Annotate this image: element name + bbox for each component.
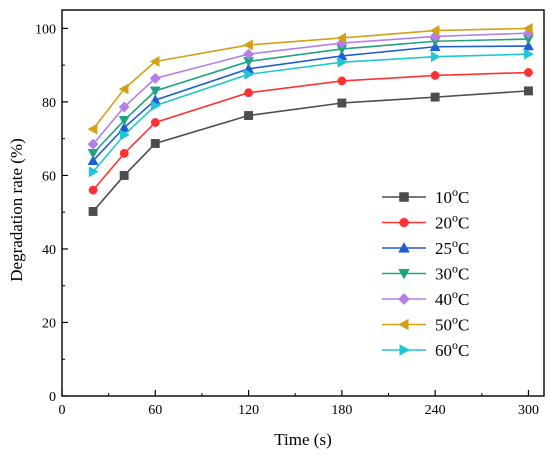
data-point bbox=[430, 70, 440, 80]
y-tick-label: 80 bbox=[42, 96, 56, 111]
data-point bbox=[118, 83, 129, 95]
legend-item: 20oC bbox=[382, 211, 469, 233]
axis-ticks: 0 60 120 180 240 300 0 20 40 60 80 100 bbox=[35, 22, 539, 418]
data-point bbox=[151, 100, 161, 112]
data-point bbox=[119, 129, 130, 141]
legend-item: 10oC bbox=[382, 185, 469, 207]
x-tick-label: 300 bbox=[518, 403, 539, 418]
data-point bbox=[524, 48, 535, 60]
data-point bbox=[149, 86, 161, 97]
data-point bbox=[522, 22, 533, 34]
data-point bbox=[149, 72, 161, 84]
y-tick-label: 100 bbox=[35, 22, 56, 37]
data-point bbox=[337, 76, 347, 86]
data-point bbox=[429, 25, 440, 37]
series-50oC bbox=[87, 22, 533, 135]
y-tick-label: 0 bbox=[49, 390, 56, 405]
data-point bbox=[87, 138, 99, 150]
series-60oC bbox=[88, 48, 535, 178]
legend-marker bbox=[398, 242, 410, 253]
data-point bbox=[337, 98, 347, 108]
data-point bbox=[118, 116, 130, 126]
y-tick-label: 20 bbox=[42, 316, 56, 331]
plot-frame bbox=[61, 9, 545, 397]
legend-marker bbox=[398, 293, 410, 305]
data-point bbox=[244, 88, 254, 98]
legend-label: 20oC bbox=[435, 211, 469, 233]
data-point bbox=[150, 138, 160, 148]
legend-marker bbox=[398, 318, 409, 331]
x-axis-label: Time (s) bbox=[274, 430, 331, 449]
legend-marker bbox=[399, 217, 409, 228]
data-point bbox=[118, 101, 130, 113]
legend-item: 60oC bbox=[382, 338, 469, 360]
data-point bbox=[118, 122, 130, 132]
legend-label: 25oC bbox=[435, 236, 469, 258]
legend-item: 50oC bbox=[382, 313, 469, 335]
plot-border bbox=[61, 9, 545, 397]
series-10oC bbox=[88, 86, 533, 216]
legend-label: 30oC bbox=[435, 262, 469, 284]
data-point bbox=[337, 56, 348, 68]
data-point bbox=[243, 39, 253, 51]
x-tick-label: 0 bbox=[59, 403, 66, 418]
x-tick-label: 120 bbox=[238, 403, 259, 418]
data-point bbox=[242, 48, 255, 60]
data-point bbox=[119, 170, 129, 180]
legend-label: 10oC bbox=[435, 185, 469, 207]
legend-item: 40oC bbox=[382, 287, 469, 309]
legend: 10oC 20oC 25oC 30oC 40oC 50oC 60oC bbox=[382, 185, 469, 360]
data-point bbox=[88, 185, 98, 195]
legend-item: 30oC bbox=[382, 262, 469, 284]
data-point bbox=[88, 207, 98, 216]
legend-marker bbox=[399, 192, 409, 202]
data-point bbox=[522, 40, 534, 51]
legend-item: 25oC bbox=[382, 236, 469, 258]
legend-label: 50oC bbox=[435, 313, 469, 335]
data-point bbox=[430, 92, 440, 102]
legend-label: 40oC bbox=[435, 287, 469, 309]
series-20oC bbox=[88, 68, 533, 195]
data-point bbox=[149, 56, 160, 67]
data-point bbox=[88, 166, 99, 178]
data-point bbox=[87, 155, 99, 166]
x-tick-label: 180 bbox=[331, 403, 352, 418]
series-line bbox=[92, 53, 529, 173]
legend-marker bbox=[399, 344, 410, 356]
y-axis-label: Degradation rate (%) bbox=[7, 138, 26, 281]
data-point bbox=[119, 148, 129, 158]
data-point bbox=[87, 123, 98, 135]
data-point bbox=[244, 68, 255, 80]
data-point bbox=[150, 118, 160, 127]
data-point bbox=[524, 68, 533, 77]
y-tick-label: 40 bbox=[42, 243, 56, 258]
legend-label: 60oC bbox=[435, 338, 469, 360]
x-tick-label: 60 bbox=[148, 403, 162, 418]
data-point bbox=[430, 51, 441, 63]
data-point bbox=[244, 111, 254, 120]
legend-marker bbox=[398, 268, 410, 280]
data-point bbox=[524, 86, 533, 96]
data-point bbox=[336, 32, 347, 44]
series-layer bbox=[87, 22, 535, 216]
x-tick-label: 240 bbox=[425, 403, 446, 418]
y-tick-label: 60 bbox=[42, 169, 56, 184]
